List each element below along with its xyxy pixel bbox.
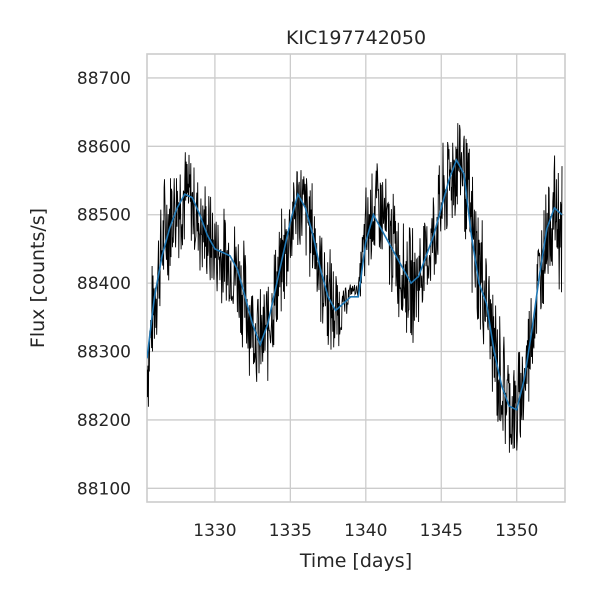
chart-title: KIC197742050 [286, 27, 426, 49]
x-tick-label: 1330 [193, 521, 236, 541]
y-tick-label: 88300 [77, 343, 131, 363]
y-tick-label: 88700 [77, 69, 131, 89]
y-axis-label: Flux [counts/s] [27, 208, 49, 348]
raw-flux-series [147, 123, 563, 453]
y-tick-labels: 88100 88200 88300 88400 88500 88600 88700 [77, 69, 131, 499]
y-tick-label: 88400 [77, 274, 131, 294]
x-tick-label: 1340 [344, 521, 387, 541]
x-tick-label: 1350 [495, 521, 538, 541]
x-axis-label: Time [days] [299, 550, 412, 572]
x-tick-label: 1335 [269, 521, 312, 541]
y-tick-label: 88600 [77, 137, 131, 157]
x-tick-label: 1345 [420, 521, 463, 541]
y-tick-label: 88200 [77, 411, 131, 431]
y-tick-label: 88500 [77, 206, 131, 226]
trend-flux-series [147, 158, 563, 411]
plot-content [147, 123, 563, 453]
y-tick-label: 88100 [77, 479, 131, 499]
x-tick-labels: 1330 1335 1340 1345 1350 [193, 521, 538, 541]
